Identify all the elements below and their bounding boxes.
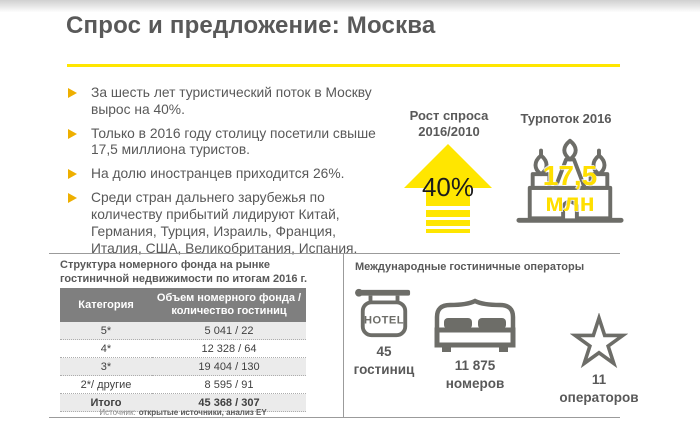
source-note: Источник: открытые источники, анализ EY — [60, 408, 306, 417]
cell-category: 2*/ другие — [60, 375, 152, 395]
table-row: 5* 5 041 / 22 — [60, 322, 306, 341]
stat-label: гостиниц — [353, 361, 415, 377]
section-divider-bottom — [49, 417, 620, 418]
demand-growth-heading-line1: Рост спроса — [409, 108, 489, 123]
bullet-arrow-icon — [68, 169, 77, 180]
bullet-text: За шесть лет туристический поток в Москв… — [91, 85, 372, 117]
bed-icon — [434, 298, 516, 352]
bullet-arrow-icon — [68, 193, 77, 204]
section-divider-vertical — [343, 253, 344, 417]
cell-value: 8 595 / 91 — [152, 375, 306, 395]
star-icon — [570, 313, 628, 369]
section-divider-top — [49, 253, 620, 254]
table-row: 4* 12 328 / 64 — [60, 339, 306, 359]
stat-value: 11 875 — [454, 358, 496, 373]
demand-growth-heading: Рост спроса 2016/2010 — [396, 108, 502, 141]
bullet-text: Среди стран дальнего зарубежья по количе… — [91, 190, 358, 256]
operators-stat-rooms: 11 875 номеров — [424, 297, 526, 392]
table-header-row: Категория Объем номерного фонда / количе… — [60, 288, 306, 323]
tourist-flow-heading: Турпоток 2016 — [520, 111, 612, 126]
table-row: 2*/ другие 8 595 / 91 — [60, 375, 306, 395]
room-fund-table: Категория Объем номерного фонда / количе… — [60, 288, 306, 413]
cell-value: 45 368 / 307 — [152, 393, 306, 413]
bullet-list: За шесть лет туристический поток в Москв… — [66, 85, 390, 264]
stat-label: номеров — [445, 375, 505, 391]
cell-category: 5* — [60, 322, 152, 341]
cell-category: 4* — [60, 339, 152, 359]
up-arrow-icon: 40% — [404, 144, 492, 233]
bullet-item: За шесть лет туристический поток в Москв… — [66, 85, 390, 119]
hotel-sign-icon: HOTEL — [355, 288, 411, 338]
source-label: Источник: — [99, 408, 136, 417]
table-row: 3* 19 404 / 130 — [60, 357, 306, 377]
column-header-volume: Объем номерного фонда / количество гости… — [152, 288, 306, 323]
hotel-sign-text: HOTEL — [364, 315, 404, 327]
operators-caption: Международные гостиничные операторы — [355, 261, 585, 273]
stat-label: операторов — [559, 389, 639, 405]
cell-value: 12 328 / 64 — [152, 339, 306, 359]
bullet-item: Только в 2016 году столицу посетили свыш… — [66, 126, 390, 160]
operators-stat-operators: 11 операторов — [553, 313, 645, 406]
operators-stat-hotels: HOTEL 45 гостиниц — [341, 285, 427, 378]
bullet-arrow-icon — [68, 128, 77, 139]
cell-category: Итого — [60, 393, 152, 413]
cell-value: 5 041 / 22 — [152, 322, 306, 341]
bullet-arrow-icon — [68, 88, 77, 98]
demand-growth-value: 40% — [422, 172, 474, 202]
page-title: Спрос и предложение: Москва — [66, 12, 436, 39]
window-top-edge — [0, 0, 700, 12]
bullet-text: На долю иностранцев приходится 26%. — [91, 166, 345, 182]
demand-growth-heading-line2: 2016/2010 — [418, 124, 480, 140]
stat-value: 45 — [376, 344, 392, 359]
title-accent-rule — [67, 64, 620, 67]
source-value: открытые источники, анализ EY — [138, 408, 267, 417]
stat-value: 11 — [591, 372, 607, 387]
cathedral-icon — [516, 138, 624, 223]
cell-value: 19 404 / 130 — [152, 357, 306, 377]
room-fund-caption: Структура номерного фонда на рынке гости… — [60, 259, 308, 285]
table-total-row: Итого 45 368 / 307 — [60, 393, 306, 413]
bullet-item: Среди стран дальнего зарубежья по количе… — [66, 190, 390, 257]
bullet-text: Только в 2016 году столицу посетили свыш… — [91, 125, 376, 158]
bullet-item: На долю иностранцев приходится 26%. — [66, 166, 390, 183]
tourist-flow-unit: млн — [545, 189, 595, 217]
cell-category: 3* — [60, 357, 152, 377]
column-header-category: Категория — [60, 288, 152, 323]
tourist-flow-value: 17,5 — [542, 160, 598, 191]
